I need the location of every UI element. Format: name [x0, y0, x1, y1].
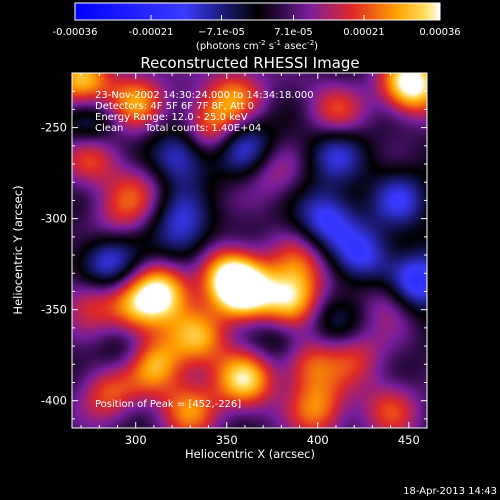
colorbar-tick-label: 7.1e-05	[274, 27, 312, 38]
colorbar: -0.00036 -0.00021 −7.1e-05 7.1e-05 0.00021 0.…	[53, 2, 461, 52]
y-tick-label: -350	[41, 303, 67, 317]
colorbar-gradient	[74, 2, 441, 21]
annotation-total-counts: Total counts: 1.40E+04	[144, 123, 261, 134]
colorbar-tick-label: -0.00021	[129, 27, 174, 38]
annotation-time-range: 23-Nov-2002 14:30:24.000 to 14:34:18.000	[95, 90, 314, 101]
y-tick-label: -300	[41, 212, 67, 226]
colorbar-tick-label: 0.00021	[343, 27, 384, 38]
colorbar-tick-label: −7.1e-05	[198, 27, 245, 38]
colorbar-units: (photons cm-2 s-1 asec-2)	[196, 39, 318, 52]
x-axis-label: Heliocentric X (arcsec)	[185, 447, 315, 461]
chart-title: Reconstructed RHESSI Image	[140, 54, 359, 72]
heatmap-image	[72, 73, 427, 428]
y-tick-label: -400	[41, 394, 67, 408]
annotations: 23-Nov-2002 14:30:24.000 to 14:34:18.000…	[95, 90, 314, 410]
x-tick-label: 400	[307, 433, 329, 447]
annotation-peak: Position of Peak = [452,-226]	[95, 399, 241, 410]
x-tick-label: 300	[125, 433, 147, 447]
annotation-energy: Energy Range: 12.0 - 25.0 keV	[95, 112, 248, 123]
annotation-method: Clean	[95, 123, 123, 134]
colorbar-tick-label: -0.00036	[53, 27, 98, 38]
annotation-detectors: Detectors: 4F 5F 6F 7F 8F, Att 0	[95, 101, 254, 112]
axes: 300 350 400 450 -250 -300 -350 -400	[41, 72, 428, 447]
y-tick-label: -250	[41, 121, 67, 135]
plot-frame	[71, 72, 428, 429]
x-tick-label: 450	[398, 433, 420, 447]
x-tick-label: 350	[216, 433, 238, 447]
colorbar-tick-label: 0.00036	[419, 27, 460, 38]
y-axis-label: Heliocentric Y (arcsec)	[11, 185, 25, 314]
footer-timestamp: 18-Apr-2013 14:43	[403, 486, 497, 497]
